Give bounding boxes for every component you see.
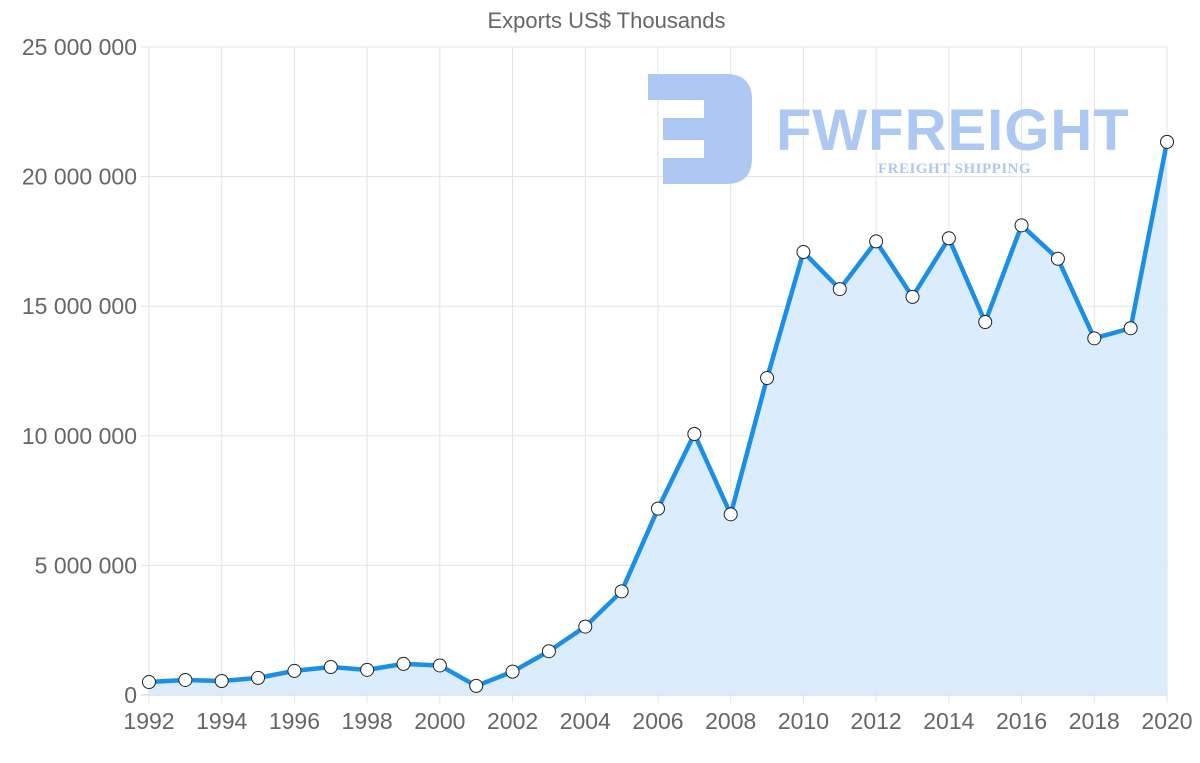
data-point-marker[interactable] (469, 678, 484, 693)
logo-tagline-text: FREIGHT SHIPPING (878, 161, 1031, 177)
x-tick-label: 1992 (123, 708, 174, 734)
data-point-marker[interactable] (760, 370, 775, 385)
x-tick-label: 1998 (342, 708, 393, 734)
area-fill-path (149, 141, 1167, 696)
x-tick-label: 2006 (632, 708, 683, 734)
data-point-marker[interactable] (396, 656, 411, 671)
data-points (142, 134, 1174, 693)
data-point-marker[interactable] (251, 670, 266, 685)
data-point-marker[interactable] (578, 619, 593, 634)
data-point-marker[interactable] (796, 245, 811, 260)
y-tick-label: 20 000 000 (22, 164, 137, 190)
x-tick-label: 2002 (487, 708, 538, 734)
x-tick-label: 2014 (923, 708, 974, 734)
data-point-marker[interactable] (978, 315, 993, 330)
x-tick-label: 2012 (851, 708, 902, 734)
x-tick-label: 2016 (996, 708, 1047, 734)
data-point-marker[interactable] (505, 664, 520, 679)
logo-mark-icon (648, 74, 752, 184)
area-fill (149, 141, 1167, 696)
data-point-marker[interactable] (323, 660, 338, 675)
data-point-marker[interactable] (1123, 321, 1138, 336)
data-point-marker[interactable] (941, 231, 956, 246)
x-tick-label: 2004 (560, 708, 611, 734)
y-tick-label: 0 (124, 682, 137, 708)
data-point-marker[interactable] (651, 501, 665, 516)
x-tick-label: 2010 (778, 708, 829, 734)
data-point-marker[interactable] (723, 507, 738, 522)
y-tick-label: 25 000 000 (22, 34, 137, 60)
data-point-marker[interactable] (1050, 251, 1065, 266)
data-point-marker[interactable] (1014, 218, 1029, 233)
x-tick-label: 2000 (414, 708, 465, 734)
data-point-marker[interactable] (432, 658, 447, 673)
x-tick-label: 2020 (1141, 708, 1192, 734)
data-point-marker[interactable] (869, 234, 884, 249)
data-point-marker[interactable] (905, 289, 920, 304)
data-point-marker[interactable] (360, 662, 375, 677)
data-point-marker[interactable] (178, 672, 193, 687)
data-point-marker[interactable] (142, 675, 156, 690)
data-point-marker[interactable] (541, 644, 556, 659)
data-point-marker[interactable] (832, 282, 847, 297)
data-point-marker[interactable] (614, 584, 629, 599)
y-axis: 0 5 000 000 10 000 000 15 000 000 20 000 000… (22, 34, 137, 708)
data-point-marker[interactable] (687, 426, 702, 441)
x-tick-label: 1994 (196, 708, 247, 734)
data-point-marker[interactable] (1087, 331, 1102, 346)
data-point-marker[interactable] (1160, 134, 1174, 149)
x-tick-label: 2008 (705, 708, 756, 734)
x-axis: 1992 1994 1996 1998 2000 2002 2004 2006 2008 2010… (123, 708, 1192, 734)
data-point-marker[interactable] (214, 674, 229, 689)
y-tick-label: 10 000 000 (22, 423, 137, 449)
logo-brand-text: FWFREIGHT (776, 98, 1130, 163)
y-tick-label: 15 000 000 (22, 293, 137, 319)
x-tick-label: 1996 (269, 708, 320, 734)
y-tick-label: 5 000 000 (35, 552, 137, 578)
data-point-marker[interactable] (287, 663, 302, 678)
x-tick-label: 2018 (1069, 708, 1120, 734)
fwfreight-watermark-logo: FWFREIGHT FREIGHT SHIPPING (648, 74, 1130, 184)
chart-title: Exports US$ Thousands (487, 8, 726, 33)
